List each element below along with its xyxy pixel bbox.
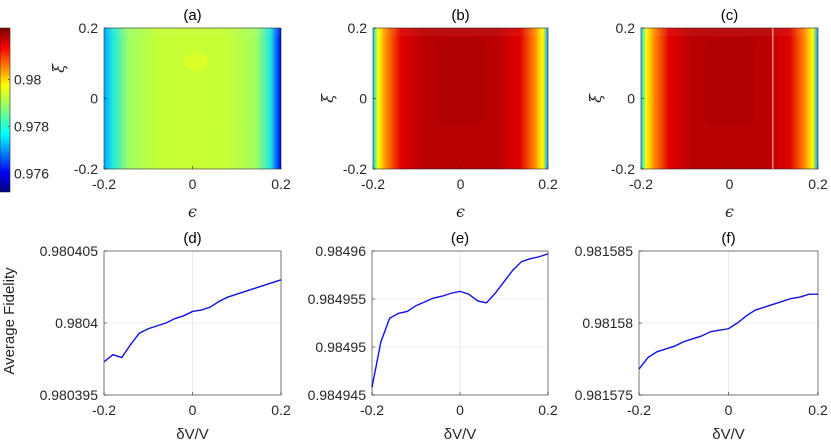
heatmap-panel-a: -0.2 0 0.2 0.2 0 -0.2 (a) ϵ ξ [49,7,291,221]
y-tick-label: 0 [90,91,98,107]
x-tick-label: -0.2 [629,176,653,192]
colorbar-tick-label: 0.98 [14,72,41,88]
heatmap-edge-band [104,28,281,36]
x-axis-label: ϵ [725,202,734,221]
y-axis-label: ξ [49,63,68,73]
x-tick-label: 0 [189,402,197,418]
heatmap-edge-band [373,28,548,36]
colorbar-tick-label: 0.978 [14,118,49,134]
panel-title: (a) [183,7,201,24]
y-tick-label: -0.2 [74,161,98,177]
x-tick-label: 0.2 [538,176,558,192]
y-tick-label: 0.2 [348,20,368,36]
y-tick-label: 0.984945 [308,387,367,403]
panel-title: (c) [721,7,739,24]
x-tick-label: 0 [726,176,734,192]
fidelity-curve [638,293,818,370]
y-tick-label: 0.98158 [582,315,633,331]
x-tick-label: 0 [456,402,464,418]
x-tick-label: 0 [189,176,197,192]
heatmap-contour-region [704,38,755,126]
colorbar: 0.98 0.978 0.976 [0,27,49,193]
x-tick-label: -0.2 [361,176,385,192]
line-panel-d: -0.2 0 0.2 0.980405 0.9804 0.980395 (d) δV/V Ave… [1,230,291,443]
panel-title: (b) [451,7,469,24]
heatmap-peak [184,52,209,71]
y-tick-label: 0.981575 [575,387,634,403]
y-tick-label: 0 [627,91,635,107]
y-tick-label: 0.2 [616,20,636,36]
y-axis-label: Average Fidelity [1,267,18,375]
x-tick-label: 0.2 [808,402,828,418]
fidelity-curve [371,253,549,388]
heatmap-edge-band [641,28,818,36]
x-tick-label: 0.2 [538,402,558,418]
x-axis-label: δV/V [176,426,209,443]
y-tick-label: 0.980405 [40,243,99,259]
y-tick-label: -0.2 [611,161,635,177]
x-tick-label: -0.2 [627,402,651,418]
colorbar-frame [0,27,11,193]
y-tick-label: 0.984955 [308,291,367,307]
heatmap-panel-c: -0.2 0 0.2 0.2 0 -0.2 (c) ϵ ξ [586,7,828,221]
x-axis-label: ϵ [188,202,197,221]
y-tick-label: 0.2 [79,20,99,36]
fidelity-curve [103,279,282,363]
y-tick-label: 0 [359,91,367,107]
y-axis-label: ξ [318,93,337,103]
colorbar-tick-label: 0.976 [14,165,49,181]
x-tick-label: 0 [725,402,733,418]
x-axis-label: δV/V [712,426,745,443]
y-tick-label: 0.981585 [575,243,634,259]
heatmap-contour-region [436,38,485,126]
x-tick-label: -0.2 [92,402,116,418]
colorbar-gradient [0,28,10,192]
x-tick-label: 0.2 [808,176,828,192]
x-tick-label: 0 [457,176,465,192]
x-tick-label: 0.2 [271,402,291,418]
y-tick-label: 0.98495 [315,339,366,355]
x-tick-label: -0.2 [360,402,384,418]
y-tick-label: 0.9804 [55,315,98,331]
heatmap-surface [373,28,548,169]
x-axis-label: ϵ [456,202,465,221]
line-panel-e: -0.2 0 0.2 0.98496 0.984955 0.98495 0.984945 (e… [308,230,558,443]
y-tick-label: -0.2 [343,161,367,177]
heatmap-panel-b: -0.2 0 0.2 0.2 0 -0.2 (b) ϵ ξ [318,7,558,221]
panel-title: (d) [183,230,201,247]
panel-title: (e) [451,230,469,247]
line-panel-f: -0.2 0 0.2 0.981585 0.98158 0.981575 (f) δV/V [575,230,828,443]
y-tick-label: 0.980395 [40,387,99,403]
x-axis-label: δV/V [444,426,477,443]
heatmap-surface [104,28,281,169]
x-tick-label: 0.2 [271,176,291,192]
y-axis-label: ξ [586,93,605,103]
panel-title: (f) [721,230,735,247]
y-tick-label: 0.98496 [315,243,366,259]
x-tick-label: -0.2 [92,176,116,192]
heatmap-surface [641,28,818,169]
